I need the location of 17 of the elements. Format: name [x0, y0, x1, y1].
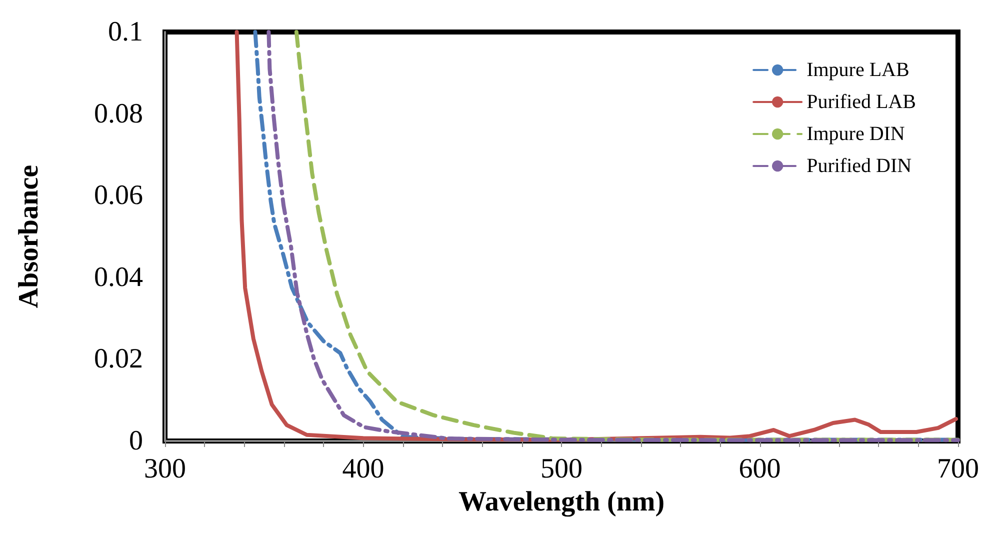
- legend-label: Impure DIN: [806, 123, 905, 145]
- x-tick-label: 500: [540, 454, 582, 484]
- x-tick-label: 300: [144, 454, 186, 484]
- legend-label: Impure LAB: [806, 59, 910, 81]
- y-tick-label: 0: [129, 426, 143, 456]
- x-tick-label: 400: [342, 454, 384, 484]
- y-tick-label: 0.04: [94, 262, 143, 293]
- y-tick-label: 0.1: [108, 16, 143, 48]
- y-axis-title: Absorbance: [14, 164, 44, 308]
- y-tick-label: 0.06: [94, 180, 143, 212]
- y-tick-label: 0.02: [94, 344, 143, 375]
- x-tick-label: 600: [738, 454, 781, 484]
- legend-label: Purified DIN: [806, 155, 912, 177]
- y-tick-label: 0.08: [94, 98, 143, 130]
- x-tick-label: 700: [937, 454, 979, 484]
- x-axis-title: Wavelength (nm): [458, 486, 665, 518]
- legend-label: Purified LAB: [806, 91, 916, 113]
